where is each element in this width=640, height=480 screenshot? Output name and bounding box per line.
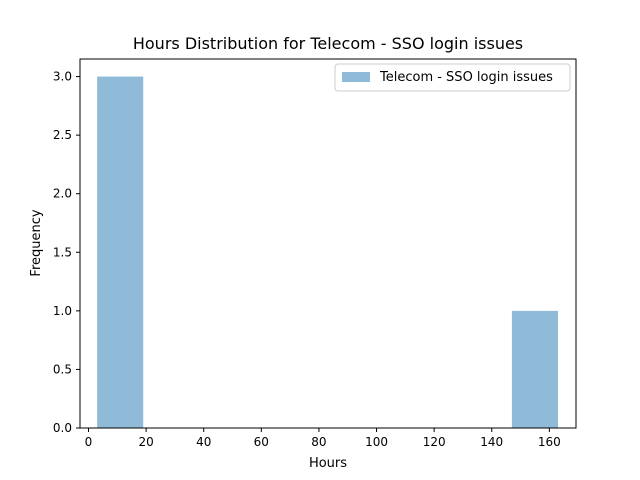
y-tick-label: 1.5 [53, 245, 72, 259]
y-tick-label: 0.5 [53, 362, 72, 376]
y-tick-label: 2.5 [53, 128, 72, 142]
x-tick-label: 80 [311, 435, 326, 449]
legend: Telecom - SSO login issues [334, 63, 571, 92]
y-tick-label: 0.0 [53, 421, 72, 435]
y-axis-label: Frequency [29, 209, 44, 276]
x-tick-label: 140 [480, 435, 503, 449]
y-tick-label: 2.0 [53, 187, 72, 201]
legend-label: Telecom - SSO login issues [379, 70, 553, 85]
x-axis-label: Hours [309, 456, 347, 471]
chart-title: Hours Distribution for Telecom - SSO log… [133, 34, 523, 53]
histogram-bar [97, 76, 144, 429]
y-tick-label: 1.0 [53, 304, 72, 318]
legend-box [334, 63, 571, 92]
x-tick-label: 100 [365, 435, 388, 449]
legend-swatch [342, 72, 370, 82]
y-tick-label: 3.0 [53, 70, 72, 84]
x-tick-label: 0 [85, 435, 93, 449]
plot-area: 0 20 40 60 80 100 120 140 160 0.0 0.5 1.0 1.5 2.0 2.5 3… [53, 58, 577, 449]
x-tick-label: 40 [196, 435, 211, 449]
x-tick-label: 20 [138, 435, 153, 449]
x-tick-label: 160 [538, 435, 561, 449]
axes-frame [79, 58, 577, 429]
x-tick-label: 120 [423, 435, 446, 449]
x-tick-label: 60 [254, 435, 269, 449]
histogram-bar [511, 310, 558, 428]
